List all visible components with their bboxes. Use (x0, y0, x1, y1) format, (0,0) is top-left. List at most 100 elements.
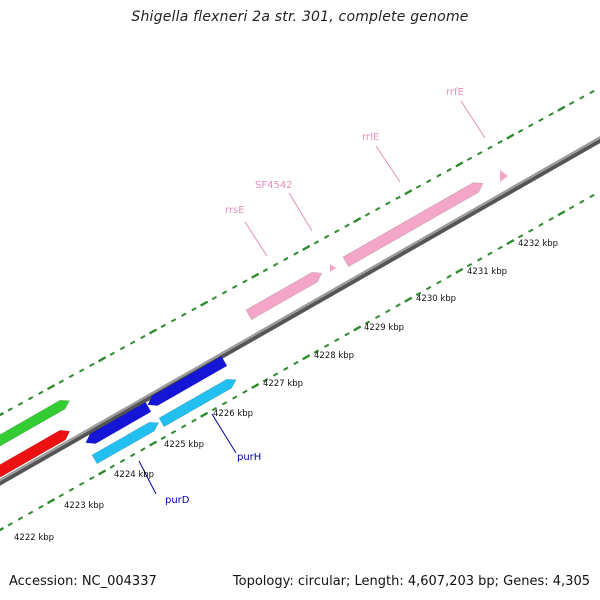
lower-track-tick (262, 378, 269, 383)
upper-track-tick (109, 351, 115, 356)
lower-track-tick (415, 291, 422, 297)
lower-track-tick (385, 309, 391, 314)
upper-track-tick (477, 151, 483, 156)
upper-track-tick (497, 140, 503, 145)
lower-track-tick (119, 458, 126, 464)
genome-summary: Topology: circular; Length: 4,607,203 bp… (232, 574, 590, 589)
lower-track-tick (232, 395, 238, 400)
gene-arrow-green (0, 399, 70, 447)
kbp-label: 4226 kbp (213, 409, 253, 419)
lower-track-tick (272, 372, 279, 377)
upper-track-tick (170, 318, 177, 323)
lower-track-tick (344, 332, 350, 337)
kbp-label: 4224 kbp (114, 470, 154, 480)
genome-backbone-highlight (0, 136, 600, 482)
lower-track-tick (17, 516, 24, 521)
lower-track-tick (487, 251, 493, 256)
upper-track-tick (140, 334, 146, 340)
upper-track-tick (374, 206, 381, 212)
lower-tick-track (0, 193, 595, 532)
lower-track-tick (46, 498, 56, 505)
upper-track-tick (251, 272, 260, 279)
rna-arrow-rrsE (245, 271, 323, 321)
lower-track-tick (149, 440, 158, 447)
lower-track-tick (68, 487, 75, 492)
lower-track-tick (283, 366, 289, 371)
callout-purH (211, 413, 237, 454)
lower-track-tick (455, 267, 464, 274)
upper-track-tick (221, 290, 228, 295)
upper-track-tick (323, 234, 330, 239)
gene-label-purH: purH (237, 452, 261, 463)
gene-arrow-cyan (91, 421, 160, 465)
lower-track-tick (557, 210, 566, 217)
kbp-label: 4232 kbp (518, 239, 558, 249)
upper-track-tick (517, 128, 524, 134)
lower-track-tick (364, 320, 371, 325)
lower-track-tick (313, 349, 320, 354)
lower-track-tick (548, 216, 554, 222)
lower-track-tick (528, 228, 534, 233)
gene-arrow-blue (85, 401, 152, 444)
upper-track-tick (487, 145, 493, 150)
lower-track-tick (7, 522, 13, 527)
upper-track-tick (98, 356, 107, 363)
lower-track-tick (78, 481, 85, 487)
lower-track-tick (436, 280, 442, 285)
lower-track-tick (58, 493, 64, 498)
upper-track-tick (89, 362, 95, 367)
lower-track-tick (302, 354, 311, 361)
lower-track-tick (374, 314, 381, 320)
lower-track-tick (404, 296, 413, 303)
gene-labels: purD purH rrsE SF4542 rrlE rrfE (165, 87, 464, 506)
lower-track-tick (334, 337, 340, 343)
lower-track-tick (517, 234, 524, 239)
kbp-label: 4230 kbp (416, 294, 456, 304)
kbp-labels: 4222 kbp 4223 kbp 4224 kbp 4225 kbp 4226 kbp… (14, 239, 558, 543)
upper-track-tick (506, 133, 515, 140)
upper-track-tick (262, 268, 269, 273)
upper-track-tick (46, 384, 56, 391)
gene-label-rrfE: rrfE (446, 87, 464, 98)
upper-track-tick (538, 117, 544, 122)
lower-track-tick (160, 435, 166, 440)
lower-track-tick (130, 453, 136, 458)
upper-track-tick (232, 284, 238, 290)
upper-track-tick (160, 323, 166, 329)
rna-arrow-SF4542 (330, 264, 336, 272)
kbp-label: 4229 kbp (364, 323, 404, 333)
genome-backbone (0, 136, 600, 486)
lower-track-tick (353, 325, 362, 332)
lower-track-tick (140, 447, 146, 452)
lower-track-tick (181, 424, 187, 429)
callout-rrlE (375, 145, 401, 183)
upper-track-tick (353, 217, 362, 224)
upper-track-tick (455, 161, 464, 168)
upper-track-tick (364, 212, 371, 217)
kbp-label: 4228 kbp (314, 351, 354, 361)
lower-track-tick (191, 418, 197, 423)
upper-track-tick (242, 279, 248, 284)
upper-track-tick (119, 346, 126, 351)
gene-label-purD: purD (165, 495, 190, 506)
upper-track-tick (200, 300, 209, 307)
lower-track-tick (98, 469, 107, 476)
kbp-label: 4225 kbp (164, 440, 204, 450)
upper-track-tick (548, 112, 554, 117)
upper-track-tick (302, 244, 311, 251)
callout-lines (138, 100, 486, 495)
map-title: Shigella flexneri 2a str. 301, complete … (131, 9, 469, 25)
lower-track-tick (221, 401, 228, 406)
lower-track-tick (211, 406, 218, 412)
upper-tick-track (0, 89, 595, 417)
upper-track-tick (385, 201, 391, 206)
upper-track-tick (557, 105, 566, 112)
lower-track-tick (466, 262, 473, 268)
kbp-label: 4222 kbp (14, 533, 54, 543)
callout-rrfE (460, 100, 486, 139)
upper-track-tick (191, 307, 197, 312)
upper-track-tick (149, 328, 158, 335)
upper-track-tick (426, 178, 432, 184)
feature-track (0, 170, 508, 478)
